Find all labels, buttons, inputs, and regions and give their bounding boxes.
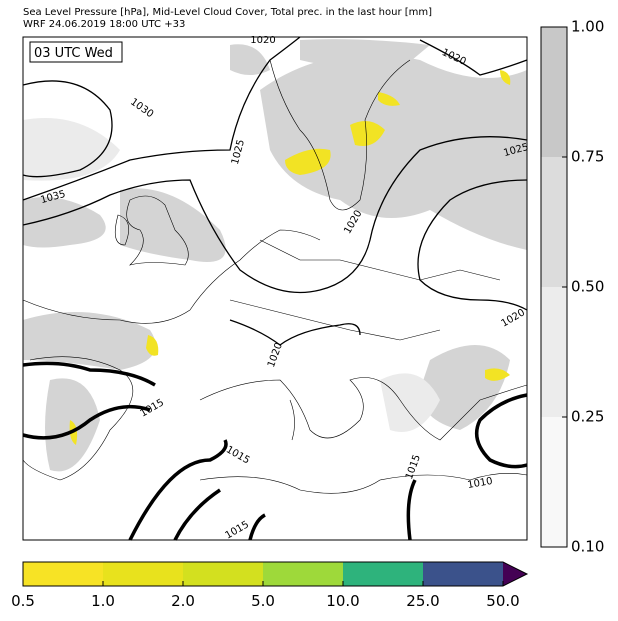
- precip-colorbar: 0.5 1.0 2.0 5.0 10.0 25.0 50.0: [11, 561, 529, 610]
- tick-label: 0.50: [571, 278, 604, 296]
- time-box: [29, 41, 123, 63]
- tick-label: 0.25: [571, 408, 604, 426]
- colorbar-segment: [541, 417, 567, 547]
- tick-label: 5.0: [251, 592, 275, 610]
- map: 03 UTC Wed: [22, 36, 528, 541]
- tick-label: 25.0: [406, 592, 439, 610]
- coastlines: [22, 59, 528, 494]
- tick-label: 1.0: [91, 592, 115, 610]
- colorbar-segment: [541, 27, 567, 157]
- cloud-cover-light: [23, 118, 440, 432]
- isobars-low: [22, 361, 528, 541]
- contour-label: 1020: [250, 35, 275, 46]
- colorbar-segment: [23, 562, 103, 586]
- isobars: [22, 36, 528, 346]
- contour-label: 1010: [467, 476, 494, 491]
- map-frame: [22, 36, 528, 541]
- tick-label: 0.10: [571, 538, 604, 556]
- colorbar-segment: [103, 562, 183, 586]
- precipitation: [69, 70, 511, 445]
- colorbar-extend: [503, 562, 527, 586]
- colorbar-segment: [541, 157, 567, 287]
- cloud-colorbar: 0.10 0.25 0.50 0.75 1.00: [540, 18, 604, 556]
- cloud-cover: [23, 39, 527, 472]
- tick-label: 0.75: [571, 148, 604, 166]
- colorbar-segment: [541, 287, 567, 417]
- tick-label: 10.0: [326, 592, 359, 610]
- tick-label: 0.5: [11, 592, 35, 610]
- time-label: 03 UTC Wed: [34, 46, 113, 61]
- title: Sea Level Pressure [hPa], Mid-Level Clou…: [23, 7, 432, 18]
- colorbar-segment: [423, 562, 503, 586]
- tick-label: 2.0: [171, 592, 195, 610]
- tick-label: 50.0: [486, 592, 519, 610]
- colorbar-segment: [183, 562, 263, 586]
- colorbar-segment: [343, 562, 423, 586]
- subtitle: WRF 24.06.2019 18:00 UTC +33: [23, 19, 185, 30]
- tick-label: 1.00: [571, 18, 604, 36]
- colorbar-segment: [263, 562, 343, 586]
